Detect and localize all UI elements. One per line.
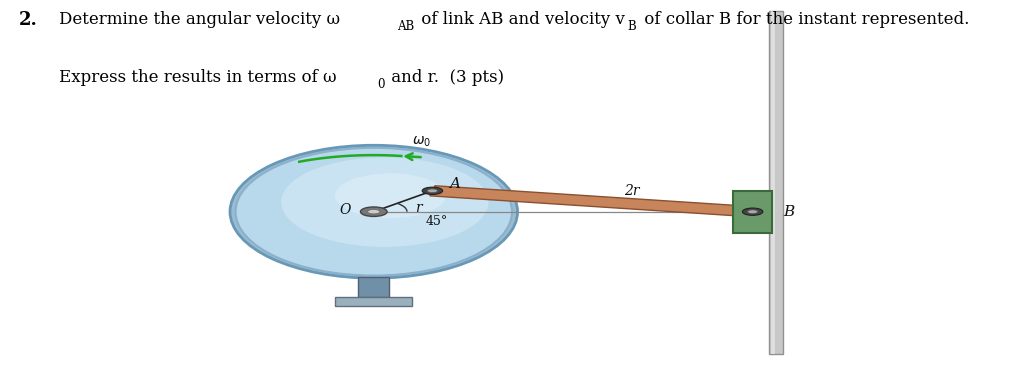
Circle shape — [748, 210, 758, 214]
Text: O: O — [339, 203, 351, 217]
Text: $\omega_0$: $\omega_0$ — [412, 134, 431, 149]
Text: of link AB and velocity v: of link AB and velocity v — [416, 11, 625, 28]
FancyBboxPatch shape — [769, 11, 783, 354]
FancyBboxPatch shape — [336, 297, 412, 306]
Text: 2.: 2. — [18, 11, 37, 29]
Text: 0: 0 — [377, 78, 384, 92]
Circle shape — [368, 210, 380, 214]
Text: A: A — [450, 177, 461, 191]
Text: and r.  (3 pts): and r. (3 pts) — [386, 69, 504, 87]
Polygon shape — [430, 186, 756, 217]
FancyBboxPatch shape — [733, 191, 772, 233]
Circle shape — [360, 207, 387, 216]
FancyBboxPatch shape — [771, 11, 775, 354]
Text: Express the results in terms of ω: Express the results in terms of ω — [59, 69, 337, 87]
Text: B: B — [628, 20, 637, 33]
Text: Determine the angular velocity ω: Determine the angular velocity ω — [59, 11, 341, 28]
Text: B: B — [783, 205, 794, 219]
Text: r: r — [415, 201, 422, 215]
Circle shape — [427, 189, 437, 193]
Ellipse shape — [282, 157, 488, 247]
Circle shape — [742, 208, 763, 215]
Text: 2r: 2r — [624, 184, 639, 198]
Text: AB: AB — [397, 20, 415, 33]
Text: 45°: 45° — [426, 215, 449, 228]
FancyBboxPatch shape — [358, 277, 389, 297]
Text: of collar B for the instant represented.: of collar B for the instant represented. — [639, 11, 970, 28]
Ellipse shape — [236, 148, 512, 276]
Ellipse shape — [335, 173, 445, 218]
Circle shape — [422, 187, 442, 195]
Ellipse shape — [230, 145, 517, 278]
